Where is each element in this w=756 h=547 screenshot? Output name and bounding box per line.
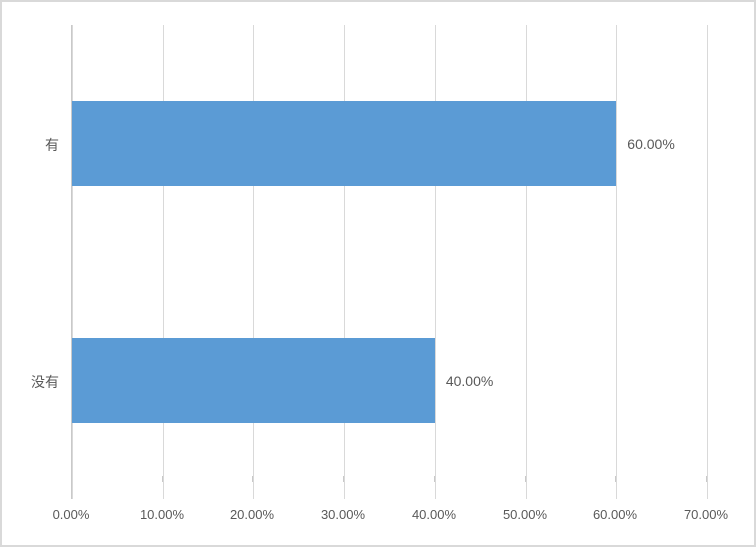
axis-tick-mark — [252, 476, 253, 482]
x-axis-tick-label: 50.00% — [502, 507, 548, 522]
gridline — [163, 25, 164, 499]
bar-row: 40.00% — [72, 262, 707, 499]
gridline — [435, 25, 436, 499]
x-axis-tick-label: 0.00% — [52, 507, 90, 522]
plot-area: 60.00% 40.00% — [71, 25, 708, 499]
x-axis-tick-label: 20.00% — [229, 507, 275, 522]
gridline — [72, 25, 73, 499]
data-label: 40.00% — [445, 372, 494, 389]
x-axis-tick-label: 40.00% — [411, 507, 457, 522]
axis-tick-mark — [71, 476, 72, 482]
axis-tick-mark — [615, 476, 616, 482]
bar-有 — [72, 101, 617, 186]
axis-tick-mark — [706, 476, 707, 482]
x-axis-tick-label: 60.00% — [592, 507, 638, 522]
gridline — [526, 25, 527, 499]
axis-tick-mark — [525, 476, 526, 482]
data-label: 60.00% — [627, 135, 675, 152]
x-axis-tick-label: 70.00% — [683, 507, 729, 522]
bar-row: 60.00% — [72, 25, 707, 262]
gridline — [616, 25, 617, 499]
category-label: 有 — [45, 136, 59, 153]
category-label: 没有 — [31, 373, 59, 390]
axis-tick-mark — [434, 476, 435, 482]
x-axis-tick-label: 30.00% — [320, 507, 366, 522]
axis-tick-mark — [343, 476, 344, 482]
x-axis-tick-label: 10.00% — [139, 507, 185, 522]
axis-tick-mark — [162, 476, 163, 482]
bar-没有 — [72, 338, 435, 423]
gridline — [707, 25, 708, 499]
gridline — [253, 25, 254, 499]
gridline — [344, 25, 345, 499]
